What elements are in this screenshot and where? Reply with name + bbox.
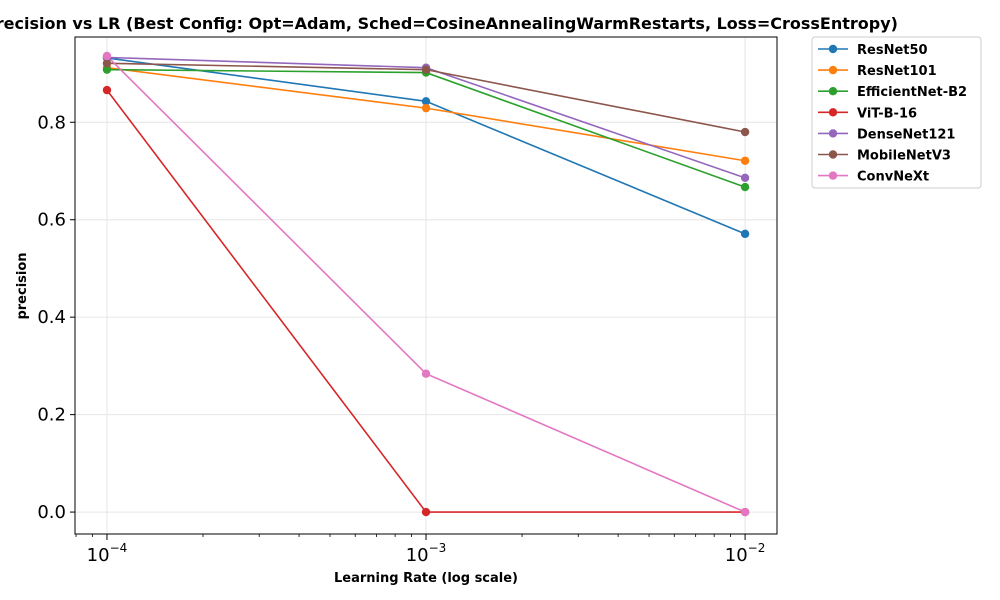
legend-swatch-marker [828, 108, 838, 117]
legend-label: DenseNet121 [857, 127, 955, 142]
x-minor-ticks [75, 534, 731, 537]
legend-label: ResNet50 [857, 43, 928, 58]
legend-item-mobilenetv3: MobileNetV3 [818, 149, 951, 164]
plot-area: 10−4 10−3 10−2 0.0 0.2 0.4 0.6 0.8 [37, 36, 778, 566]
legend-label: MobileNetV3 [857, 149, 951, 164]
legend-item-convnext: ConvNeXt [818, 170, 929, 185]
data-point-convnext [102, 51, 112, 61]
legend-item-resnet50: ResNet50 [818, 43, 928, 58]
x-tick-label: 10−4 [87, 541, 128, 566]
legend-swatch-marker [828, 171, 838, 180]
data-point-resnet50 [421, 97, 431, 106]
y-axis-ticks: 0.0 0.2 0.4 0.6 0.8 [37, 112, 75, 523]
x-tick-label: 10−3 [406, 541, 447, 566]
data-point-mobilenetv3 [102, 59, 112, 68]
legend-label: ResNet101 [857, 64, 937, 79]
legend-label: ViT-B-16 [857, 106, 917, 121]
y-tick-label: 0.4 [37, 307, 66, 328]
data-point-resnet101 [421, 103, 431, 113]
data-point-convnext [421, 369, 431, 378]
legend-box [811, 36, 982, 189]
legend-item-vit-b-16: ViT-B-16 [818, 106, 917, 121]
x-tick-label: 10−2 [725, 541, 766, 566]
data-point-resnet50 [740, 229, 750, 239]
legend-item-efficientnet-b2: EfficientNet-B2 [818, 85, 967, 100]
data-point-efficientnet-b2 [740, 182, 750, 192]
data-point-efficientnet-b2 [102, 65, 112, 74]
y-tick-label: 0.0 [37, 502, 66, 523]
x-axis-ticks: 10−4 10−3 10−2 [87, 534, 766, 566]
data-point-mobilenetv3 [421, 65, 431, 74]
y-axis-label: precision [15, 252, 30, 319]
legend-item-densenet121: DenseNet121 [818, 127, 955, 142]
data-point-densenet121 [740, 173, 750, 183]
x-axis-label: Learning Rate (log scale) [334, 571, 518, 586]
legend-swatch-marker [828, 87, 838, 96]
legend-item-resnet101: ResNet101 [818, 64, 937, 79]
chart-title: Precision vs LR (Best Config: Opt=Adam, … [0, 14, 898, 33]
y-tick-label: 0.8 [37, 112, 66, 133]
legend-swatch-marker [828, 65, 838, 75]
legend-label: EfficientNet-B2 [857, 85, 967, 100]
legend-swatch-marker [828, 44, 838, 54]
legend-swatch-marker [828, 129, 838, 138]
data-point-convnext [740, 507, 750, 517]
data-point-resnet101 [740, 156, 750, 165]
legend-swatch-marker [828, 150, 838, 159]
series-points [102, 51, 750, 517]
y-tick-label: 0.6 [37, 210, 66, 231]
data-point-mobilenetv3 [740, 127, 750, 137]
grid [75, 37, 777, 534]
legend-label: ConvNeXt [857, 170, 929, 185]
legend: ResNet50 ResNet101 EfficientNet-B2 ViT-B-16… [811, 36, 982, 189]
data-point-vit-b-16 [102, 85, 112, 95]
data-point-vit-b-16 [421, 507, 431, 517]
y-tick-label: 0.2 [37, 405, 66, 426]
